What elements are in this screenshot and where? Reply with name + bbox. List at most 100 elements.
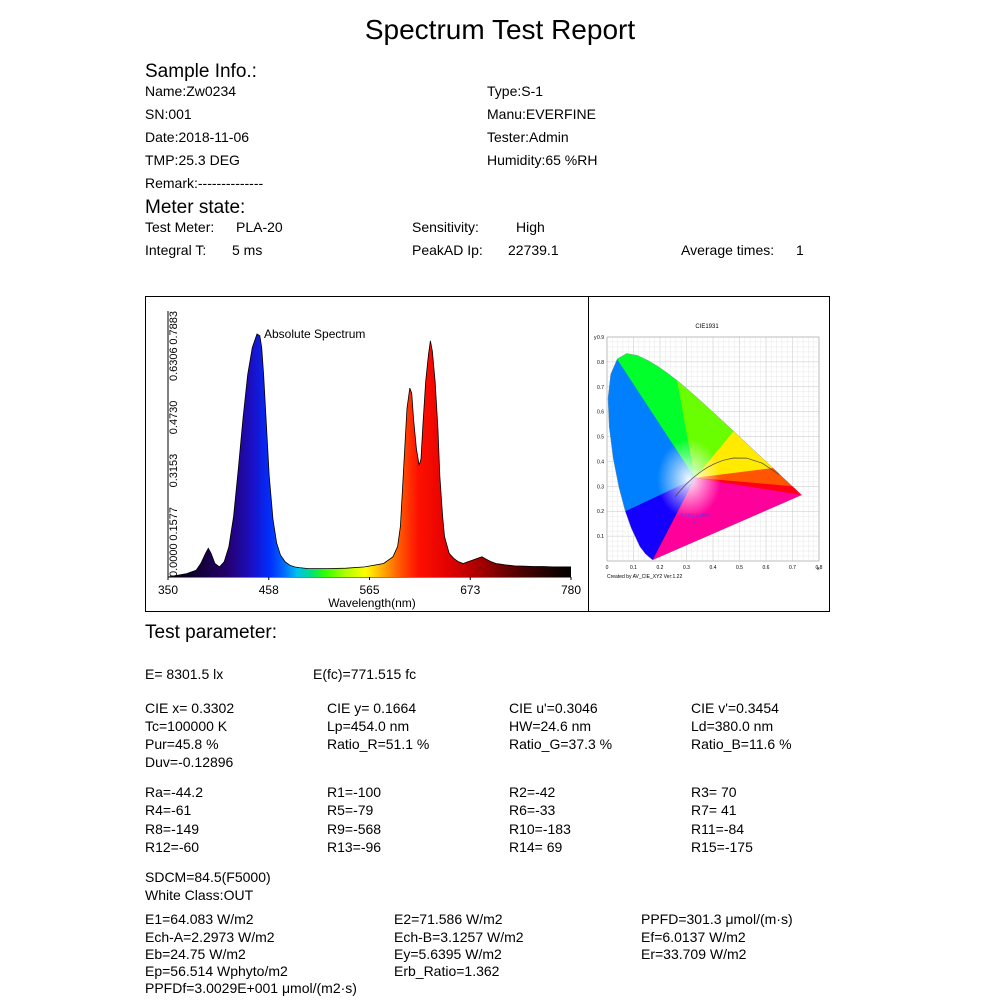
param-r14: R14= 69 [509, 839, 563, 855]
test-meter-value: PLA-20 [236, 219, 283, 235]
cie-y-tick-label: 0.1 [597, 534, 604, 540]
param-r6: R6=-33 [509, 802, 556, 818]
param-e: E= 8301.5 lx [145, 666, 224, 682]
sample-tester: Tester:Admin [487, 129, 569, 145]
param-white-class: White Class:OUT [145, 887, 254, 903]
cie-x-tick-label: 0.2 [657, 565, 664, 571]
sensitivity-label: Sensitivity: [412, 219, 479, 235]
sample-tmp: TMP:25.3 DEG [145, 152, 240, 168]
param-ratio-r: Ratio_R=51.1 % [327, 736, 430, 752]
sample-manu: Manu:EVERFINE [487, 106, 596, 122]
cie-x-tick-label: 0.5 [736, 565, 743, 571]
param-r2: R2=-42 [509, 784, 556, 800]
cie-x-tick-label: 0.1 [630, 565, 637, 571]
param-efc: E(fc)=771.515 fc [313, 666, 417, 682]
cie-y-tick-label: 0.6 [597, 410, 604, 416]
param-ppfd: PPFD=301.3 μmol/(m·s) [641, 911, 793, 927]
param-ld: Ld=380.0 nm [691, 718, 774, 734]
sample-name: Name:Zw0234 [145, 83, 237, 99]
spectrum-x-tick-label: 350 [158, 583, 178, 597]
spectrum-x-tick-label: 673 [460, 583, 480, 597]
integral-value: 5 ms [232, 242, 263, 258]
sample-info-heading: Sample Info.: [145, 61, 257, 82]
sensitivity-value: High [516, 219, 545, 235]
param-r15: R15=-175 [691, 839, 753, 855]
spectrum-y-tick-label: 0.3153 [168, 454, 180, 488]
param-r3: R3= 70 [691, 784, 737, 800]
spectrum-x-axis-label: Wavelength(nm) [328, 596, 416, 610]
spectrum-y-tick-label: 0.4730 [168, 401, 180, 435]
spectrum-y-tick-label: 0.1577 [168, 507, 180, 541]
spectrum-x-tick-label: 458 [259, 583, 279, 597]
param-tc: Tc=100000 K [145, 718, 228, 734]
param-e2: E2=71.586 W/m2 [394, 911, 503, 927]
cie-y-tick-label: 0.4 [597, 459, 604, 465]
cie-x-tick-label: 0.8 [816, 565, 823, 571]
param-duv: Duv=-0.12896 [145, 754, 234, 770]
cie-y-tick-label: 0.9 [597, 335, 604, 341]
cie-x-tick-label: 0.6 [763, 565, 770, 571]
param-er: Er=33.709 W/m2 [641, 946, 747, 962]
spectrum-y-tick-label: 0.6306 [168, 347, 180, 381]
param-r5: R5=-79 [327, 802, 374, 818]
cie-y-tick-label: 0.2 [597, 509, 604, 515]
param-e1: E1=64.083 W/m2 [145, 911, 254, 927]
planckian-locus [674, 457, 780, 498]
param-r7: R7= 41 [691, 802, 737, 818]
param-lp: Lp=454.0 nm [327, 718, 410, 734]
param-r8: R8=-149 [145, 821, 200, 837]
param-eb: Eb=24.75 W/m2 [145, 946, 246, 962]
cie-point-marker: x [693, 520, 696, 526]
spectrum-y-tick-label: 0.7883 [168, 311, 180, 345]
param-ppfdf: PPFDf=3.0029E+001 μmol/(m2·s) [145, 980, 357, 996]
param-cie-u: CIE u'=0.3046 [509, 700, 598, 716]
cie-y-tick-label: 0.5 [597, 435, 604, 441]
cie-x-tick-label: 0.7 [789, 565, 796, 571]
param-cie-x: CIE x= 0.3302 [145, 700, 235, 716]
sample-sn: SN:001 [145, 106, 192, 122]
spectrum-y-tick-label: 0.0000 [168, 543, 180, 577]
param-cie-v: CIE v'=0.3454 [691, 700, 779, 716]
param-ra: Ra=-44.2 [145, 784, 203, 800]
spectrum-x-tick-label: 780 [561, 583, 581, 597]
integral-label: Integral T: [145, 242, 207, 258]
cie-x-tick-label: 0 [606, 565, 609, 571]
spectral-locus [607, 353, 803, 561]
cie-y-axis-label: y [594, 335, 597, 341]
test-meter-label: Test Meter: [145, 219, 215, 235]
param-ep: Ep=56.514 Wphyto/m2 [145, 963, 288, 979]
param-ey: Ey=5.6395 W/m2 [394, 946, 502, 962]
cie1931-chart: CIE1931 y x 0 0.1 0.2 0.3 0.4 0.5 0.6 0.7 0.8 0.1… [594, 324, 823, 580]
spectrum-area [168, 334, 571, 577]
cie-credit: Created by AV_CIE_XY2 Ver:1.22 [607, 574, 682, 580]
average-times-label: Average times: [681, 242, 775, 258]
param-r13: R13=-96 [327, 839, 382, 855]
param-erb-ratio: Erb_Ratio=1.362 [394, 963, 500, 979]
average-times-value: 1 [796, 242, 804, 258]
param-r10: R10=-183 [509, 821, 571, 837]
spectrum-line [167, 333, 571, 578]
cie-title: CIE1931 [695, 324, 719, 330]
param-ef: Ef=6.0137 W/m2 [641, 929, 746, 945]
cie-x-axis-label: x [817, 566, 820, 572]
param-sdcm: SDCM=84.5(F5000) [145, 869, 271, 885]
sample-date: Date:2018-11-06 [145, 129, 250, 145]
param-pur: Pur=45.8 % [145, 736, 219, 752]
param-r1: R1=-100 [327, 784, 382, 800]
param-r9: R9=-568 [327, 821, 382, 837]
cie-x-tick-label: 0.3 [683, 565, 690, 571]
cie-y-tick-label: 0.3 [597, 484, 604, 490]
peakad-label: PeakAD Ip: [412, 242, 483, 258]
param-ech-b: Ech-B=3.1257 W/m2 [394, 929, 524, 945]
cie-y-tick-label: 0.8 [597, 360, 604, 366]
param-r12: R12=-60 [145, 839, 200, 855]
charts-panel: Absolute Spectrum Wavelength(nm) 350 458 5… [145, 296, 830, 612]
test-parameter-heading: Test parameter: [145, 622, 277, 643]
meter-state-heading: Meter state: [145, 197, 246, 218]
cie-white-point-glow [657, 438, 722, 519]
absolute-spectrum-chart: Absolute Spectrum Wavelength(nm) 350 458 5… [158, 311, 581, 610]
sample-type: Type:S-1 [487, 83, 544, 99]
sample-humidity: Humidity:65 %RH [487, 152, 598, 168]
param-hw: HW=24.6 nm [509, 718, 592, 734]
spectrum-x-tick-label: 565 [359, 583, 379, 597]
